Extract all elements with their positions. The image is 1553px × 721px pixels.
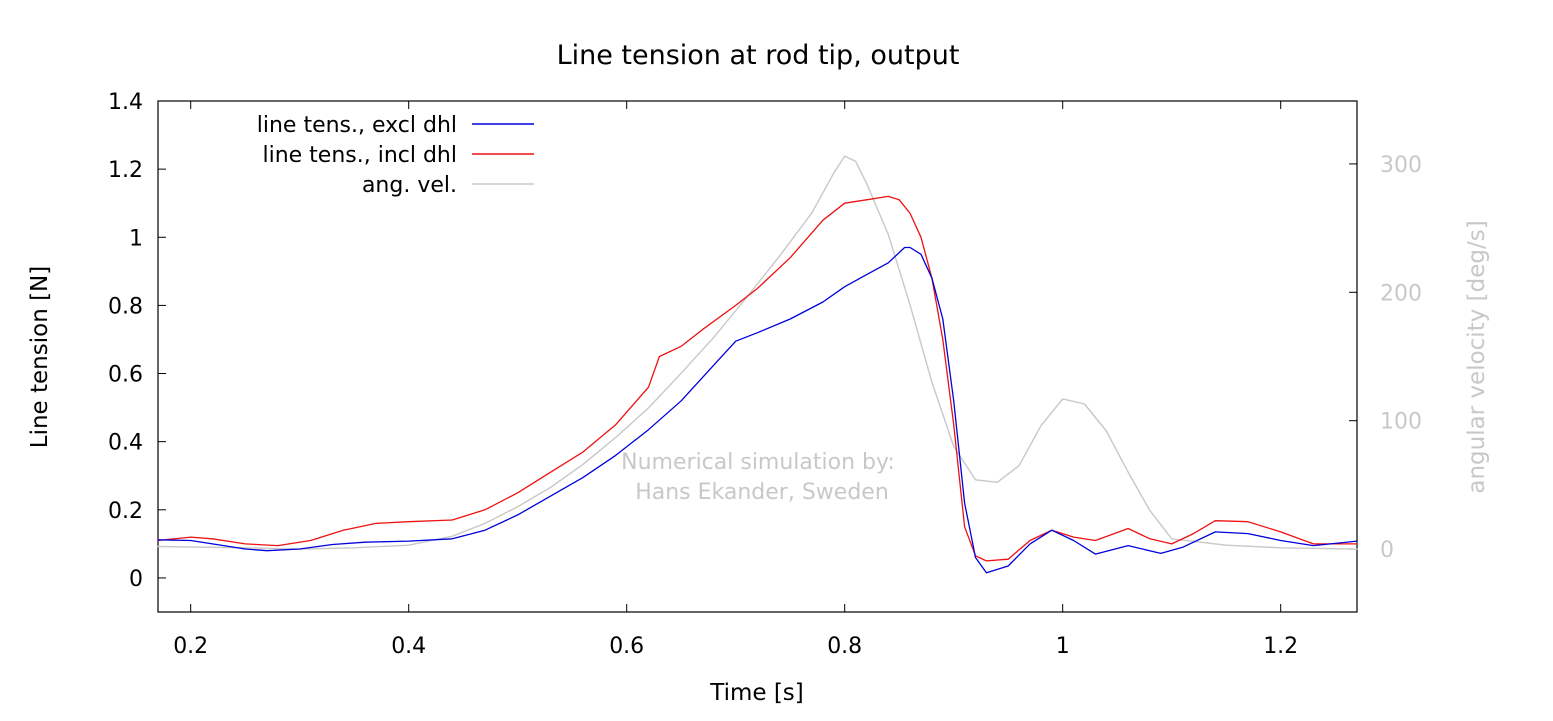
x-tick-label: 0.4 [391,634,426,659]
y-tick-label: 0.6 [108,363,143,388]
y2-axis-label: angular velocity [deg/s] [1464,220,1490,493]
series-line-3 [157,155,1358,550]
annotation-line-1: Numerical simulation by: [621,450,895,475]
y-tick-label: 1.2 [108,158,143,183]
annotation-line-2: Hans Ekander, Sweden [635,480,889,505]
x-tick-label: 1 [1056,634,1070,659]
x-tick-label: 0.8 [827,634,862,659]
y-tick-label: 0.4 [108,431,143,456]
legend-label-1: line tens., excl dhl [257,113,457,138]
x-tick-label: 1.2 [1263,634,1298,659]
series-line-2 [157,195,1358,562]
legend: line tens., excl dhl line tens., incl dhl… [257,113,534,198]
y-tick-label: 1 [129,226,143,251]
y2-tick-label: 200 [1380,281,1422,306]
x-axis: 0.2 0.4 0.6 0.8 1 1.2 [173,101,1298,659]
y-axis: 0 0.2 0.4 0.6 0.8 1 1.2 1.4 [108,90,166,592]
chart-title: Line tension at rod tip, output [557,40,960,71]
x-tick-label: 0.6 [609,634,644,659]
x-tick-label: 0.2 [173,634,208,659]
legend-label-2: line tens., incl dhl [262,143,457,168]
y2-axis: 0 100 200 300 [1349,153,1422,563]
series-line-1 [157,246,1358,574]
y2-tick-label: 100 [1380,410,1422,435]
plot-area [157,100,1358,613]
y-tick-label: 0.2 [108,499,143,524]
watermark-annotation: Numerical simulation by: Hans Ekander, S… [621,450,895,505]
x-axis-label: Time [s] [709,680,804,706]
y-tick-label: 0.8 [108,294,143,319]
legend-label-3: ang. vel. [362,173,457,198]
plot-border [157,100,1358,613]
series-group [157,155,1358,574]
y2-tick-label: 0 [1380,538,1394,563]
y2-tick-label: 300 [1380,153,1422,178]
y-axis-label: Line tension [N] [27,266,53,448]
y-tick-label: 1.4 [108,90,143,115]
y-tick-label: 0 [129,567,143,592]
